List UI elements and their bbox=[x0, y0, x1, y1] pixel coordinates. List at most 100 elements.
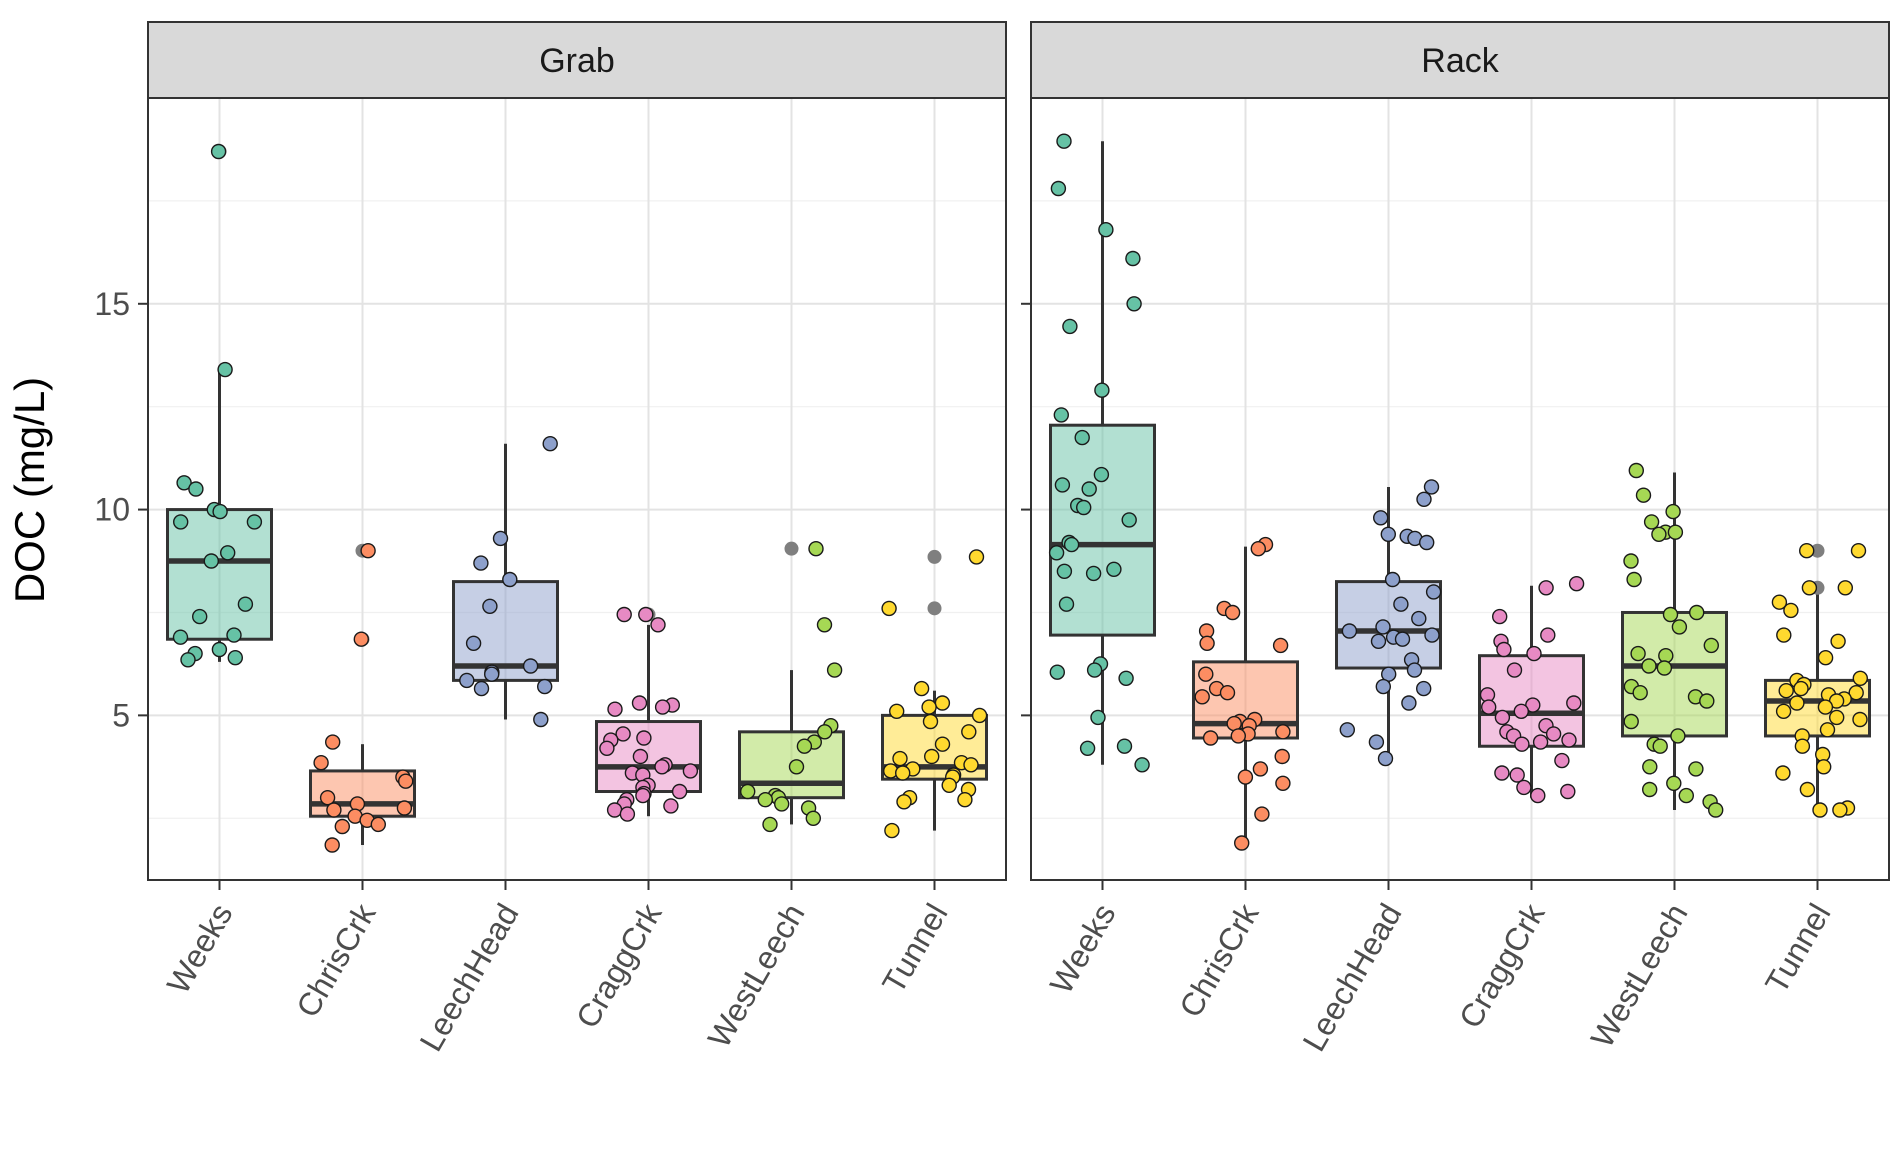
data-point bbox=[663, 798, 679, 814]
strip-label: Rack bbox=[1421, 42, 1499, 80]
data-point bbox=[180, 652, 196, 668]
data-point bbox=[1630, 645, 1646, 662]
data-point bbox=[638, 606, 654, 623]
box-weeks bbox=[1048, 133, 1156, 773]
data-point bbox=[313, 755, 329, 771]
data-point bbox=[1666, 775, 1682, 791]
data-point bbox=[1106, 561, 1122, 577]
data-point bbox=[1125, 250, 1141, 267]
data-point bbox=[1056, 133, 1072, 149]
data-point bbox=[1252, 761, 1269, 777]
data-point bbox=[762, 816, 778, 833]
data-point bbox=[650, 617, 666, 633]
data-point bbox=[817, 724, 833, 740]
data-point bbox=[1540, 627, 1556, 643]
data-point bbox=[211, 641, 228, 658]
strip-label: Grab bbox=[539, 42, 615, 80]
data-point bbox=[1237, 769, 1254, 785]
data-point bbox=[1707, 802, 1724, 818]
data-point bbox=[1670, 728, 1686, 744]
box-tunnel bbox=[881, 549, 988, 839]
outlier-point bbox=[927, 601, 942, 616]
data-point bbox=[1530, 787, 1546, 804]
data-point bbox=[1561, 732, 1577, 748]
data-point bbox=[607, 701, 623, 717]
box-leechhead bbox=[1335, 479, 1442, 767]
data-point bbox=[1513, 703, 1530, 719]
data-point bbox=[1516, 779, 1532, 796]
data-point bbox=[1380, 526, 1397, 542]
x-tick-label: Tunnel bbox=[1758, 898, 1838, 1000]
data-point bbox=[1424, 627, 1440, 643]
data-point bbox=[1054, 477, 1071, 493]
data-point bbox=[188, 481, 204, 497]
data-point bbox=[1423, 479, 1440, 495]
data-point bbox=[1056, 563, 1073, 579]
data-point bbox=[895, 765, 911, 781]
data-point bbox=[237, 596, 254, 612]
data-point bbox=[921, 699, 937, 715]
data-point bbox=[1121, 512, 1137, 528]
data-point bbox=[1250, 541, 1267, 557]
x-tick-label: LeechHead bbox=[1296, 898, 1409, 1058]
data-point bbox=[1566, 695, 1582, 711]
data-point bbox=[1817, 650, 1834, 666]
data-point bbox=[881, 600, 897, 617]
data-point bbox=[636, 730, 652, 746]
data-point bbox=[1480, 699, 1497, 715]
x-tick-label: WestLeech bbox=[1584, 898, 1695, 1054]
data-point bbox=[1848, 685, 1864, 701]
data-point bbox=[1375, 678, 1392, 695]
data-point bbox=[319, 790, 336, 806]
data-point bbox=[971, 707, 988, 724]
data-point bbox=[1224, 604, 1241, 621]
data-point bbox=[635, 787, 651, 804]
data-point bbox=[1202, 730, 1219, 746]
data-point bbox=[1852, 670, 1869, 686]
data-point bbox=[349, 796, 366, 812]
data-point bbox=[1545, 726, 1562, 742]
data-point bbox=[1623, 713, 1639, 730]
data-point bbox=[1771, 594, 1788, 610]
strip-background bbox=[1030, 21, 1890, 99]
y-tick-label: 10 bbox=[94, 492, 130, 528]
data-point bbox=[326, 802, 342, 818]
panel-rack: Rack Weeks ChrisCrk LeechHead CraggCrk WestLe… bbox=[1021, 21, 1890, 1058]
data-point bbox=[1801, 580, 1818, 596]
data-point bbox=[1368, 734, 1385, 750]
data-point bbox=[615, 726, 631, 742]
iqr-box bbox=[738, 730, 845, 800]
data-point bbox=[370, 816, 386, 833]
data-point bbox=[1491, 608, 1508, 625]
y-tick-label: 15 bbox=[94, 286, 130, 322]
data-point bbox=[226, 627, 242, 643]
data-point bbox=[325, 734, 341, 750]
box-weeks bbox=[166, 143, 273, 668]
data-point bbox=[1418, 534, 1435, 551]
data-point bbox=[1118, 670, 1134, 686]
data-point bbox=[1699, 693, 1715, 709]
data-point bbox=[360, 543, 376, 559]
data-point bbox=[1406, 662, 1423, 678]
panel-content bbox=[166, 143, 988, 853]
data-point bbox=[1642, 759, 1658, 775]
strip-background bbox=[147, 21, 1007, 99]
data-point bbox=[1416, 491, 1432, 507]
data-point bbox=[1837, 580, 1854, 596]
data-point bbox=[1098, 221, 1114, 238]
box-chriscrk bbox=[1192, 536, 1299, 851]
data-point bbox=[212, 503, 228, 520]
data-point bbox=[1793, 680, 1809, 697]
data-point bbox=[1506, 662, 1523, 678]
box-tunnel bbox=[1764, 543, 1871, 818]
data-point bbox=[1274, 748, 1290, 765]
data-point bbox=[1789, 695, 1805, 711]
data-point bbox=[968, 549, 985, 565]
data-point bbox=[1116, 738, 1133, 754]
data-point bbox=[774, 796, 790, 812]
box-craggcrk bbox=[1478, 576, 1585, 804]
data-point bbox=[682, 763, 699, 779]
data-point bbox=[1394, 631, 1411, 647]
data-point bbox=[482, 598, 498, 614]
data-point bbox=[1079, 740, 1096, 756]
